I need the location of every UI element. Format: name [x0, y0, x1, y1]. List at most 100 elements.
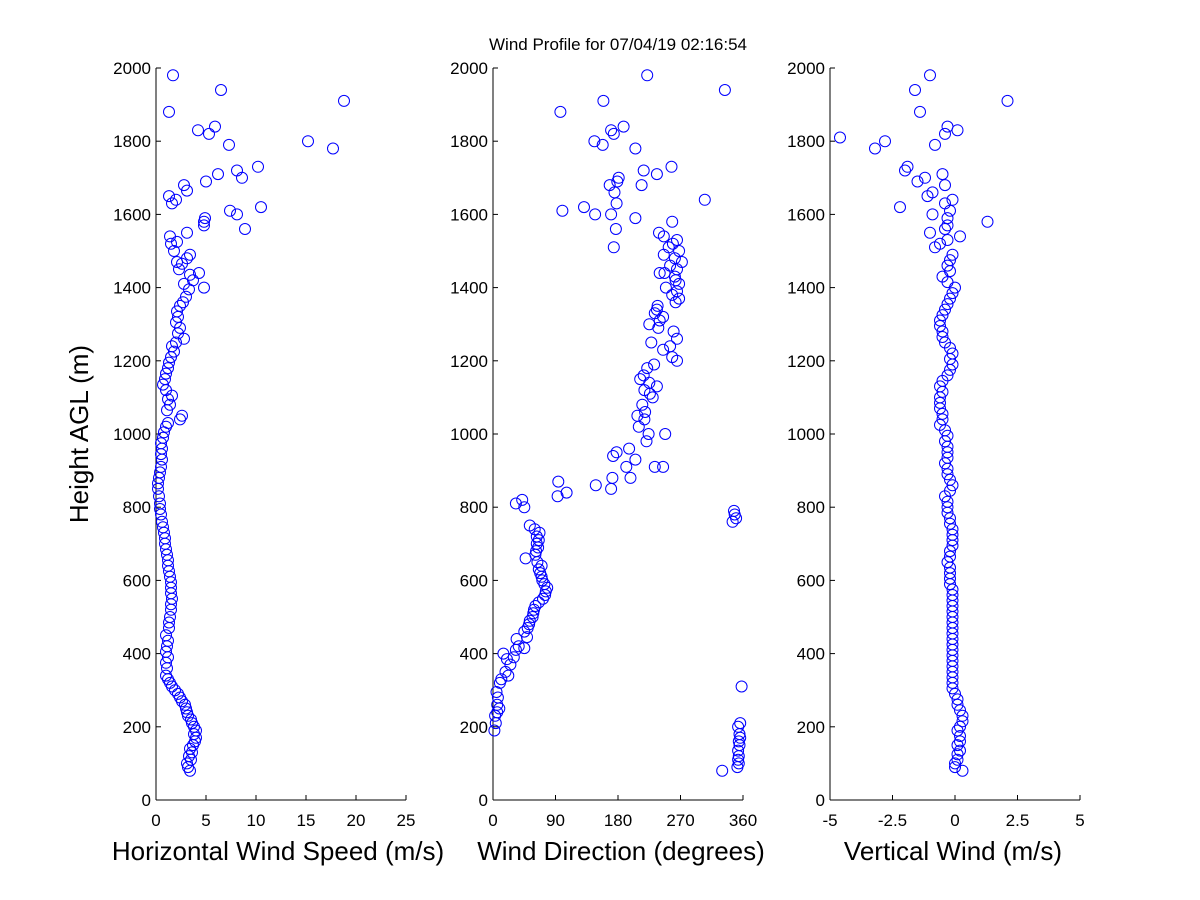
data-point — [163, 356, 175, 369]
data-point — [184, 742, 196, 755]
y-tick-label: 400 — [797, 645, 825, 664]
data-point — [532, 563, 545, 576]
data-point — [934, 237, 946, 250]
data-point — [901, 160, 914, 173]
data-point — [944, 567, 956, 580]
data-point — [939, 223, 951, 235]
x-tick-label: 0 — [151, 811, 160, 830]
data-point — [160, 669, 172, 682]
data-point — [664, 340, 677, 353]
data-point — [620, 460, 633, 473]
data-point — [941, 468, 954, 481]
data-point — [181, 226, 193, 239]
data-point — [657, 460, 670, 473]
data-point — [949, 687, 961, 700]
data-point — [157, 431, 169, 444]
y-tick-label: 1400 — [787, 279, 825, 298]
data-point — [653, 267, 666, 279]
y-tick-label: 1600 — [787, 205, 825, 224]
data-point — [490, 686, 503, 698]
data-point — [954, 744, 966, 757]
data-point — [911, 175, 924, 188]
data-point — [732, 757, 745, 770]
data-point — [939, 303, 951, 316]
data-point — [698, 193, 711, 206]
data-point — [231, 164, 243, 177]
data-point — [646, 391, 659, 404]
data-point — [495, 673, 508, 686]
data-point — [605, 208, 618, 221]
x-tick-label: 5 — [1075, 811, 1084, 830]
x-tick-label: 270 — [666, 811, 694, 830]
data-point — [623, 442, 636, 455]
y-tick-label: 600 — [123, 571, 151, 590]
data-point — [512, 640, 525, 653]
x-tick-label: 180 — [604, 811, 632, 830]
data-point — [632, 420, 645, 433]
data-point — [949, 761, 961, 774]
data-point — [203, 127, 215, 140]
data-point — [951, 693, 964, 706]
data-point — [936, 407, 949, 420]
data-point — [716, 764, 729, 777]
data-point — [236, 171, 248, 184]
data-point — [509, 643, 522, 656]
data-point — [834, 131, 846, 144]
data-point — [637, 369, 650, 382]
data-point — [163, 616, 175, 629]
data-point — [193, 267, 205, 279]
x-tick-label: 15 — [297, 811, 316, 830]
data-point — [637, 164, 650, 177]
data-point — [671, 354, 683, 367]
data-point — [954, 720, 966, 733]
y-tick-label: 2000 — [113, 59, 151, 78]
data-series — [834, 69, 1014, 777]
data-point — [174, 299, 186, 312]
data-point — [491, 698, 504, 711]
data-series — [488, 69, 748, 777]
data-point — [497, 647, 510, 660]
data-point — [941, 556, 954, 569]
y-tick-label: 800 — [797, 498, 825, 517]
y-tick-label: 200 — [460, 718, 488, 737]
y-tick-label: 1400 — [113, 279, 151, 298]
data-point — [526, 611, 539, 623]
data-point — [168, 245, 180, 257]
data-point — [173, 263, 185, 276]
x-tick-label: -2.5 — [878, 811, 907, 830]
data-point — [650, 380, 663, 393]
data-point — [154, 503, 166, 515]
x-tick-label: 0 — [950, 811, 959, 830]
data-point — [578, 201, 590, 214]
data-point — [934, 380, 946, 393]
data-point — [914, 105, 926, 118]
data-point — [535, 559, 548, 572]
data-point — [523, 519, 536, 532]
data-point — [941, 259, 954, 272]
y-tick-label: 2000 — [450, 59, 488, 78]
subplot-direction: 0 200 400 600 800 1000 1200 1400 1600 1800 2000 0 90… — [450, 59, 765, 866]
data-point — [636, 398, 649, 411]
data-point — [157, 378, 169, 391]
y-tick-label: 1600 — [450, 205, 488, 224]
data-point — [170, 193, 182, 206]
data-point — [181, 757, 193, 770]
data-point — [946, 479, 959, 492]
data-point — [518, 642, 531, 655]
data-point — [934, 314, 946, 327]
data-point — [491, 691, 504, 704]
data-point — [162, 393, 174, 406]
data-point — [939, 336, 951, 349]
data-point — [184, 248, 196, 261]
data-point — [181, 252, 193, 265]
y-tick-label: 800 — [123, 498, 151, 517]
data-point — [629, 212, 642, 225]
data-point — [178, 179, 190, 192]
data-point — [624, 471, 637, 484]
data-point — [231, 208, 243, 221]
data-point — [554, 105, 567, 118]
y-tick-label: 1400 — [450, 279, 488, 298]
data-point — [944, 292, 956, 305]
data-point — [671, 332, 683, 345]
